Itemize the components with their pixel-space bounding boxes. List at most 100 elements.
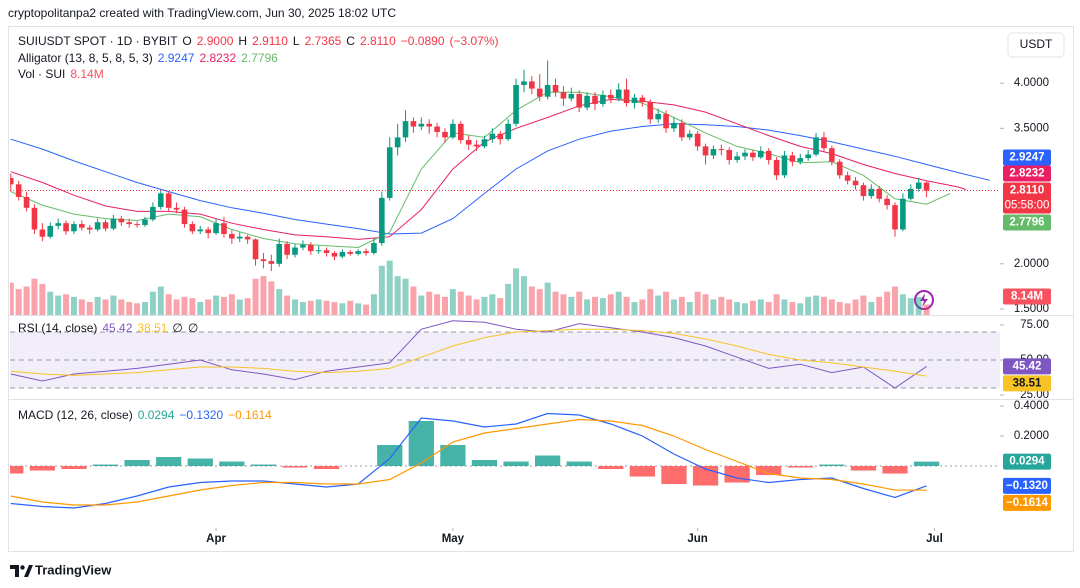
candle-body bbox=[165, 193, 172, 208]
legend-title: SUIUSDT SPOT · 1D · BYBIT bbox=[18, 34, 178, 48]
volume-bar bbox=[236, 299, 243, 315]
currency-label[interactable]: USDT bbox=[1020, 37, 1053, 51]
candle-body bbox=[86, 227, 93, 230]
candle-body bbox=[410, 121, 417, 127]
volume-bar bbox=[781, 299, 788, 315]
candle-body bbox=[836, 161, 843, 176]
volume-bar bbox=[852, 299, 859, 315]
volume-bar bbox=[31, 278, 38, 315]
alligator-badge bbox=[1003, 214, 1051, 231]
volume-bar bbox=[544, 282, 551, 315]
x-tick-label: Jun bbox=[687, 533, 707, 545]
candle-body bbox=[110, 218, 117, 229]
volume-bar bbox=[39, 283, 46, 315]
volume-bar bbox=[797, 303, 804, 315]
volume-bar bbox=[686, 302, 693, 315]
volume-bar bbox=[749, 300, 756, 315]
alligator-badge bbox=[1003, 149, 1051, 166]
volume-bar bbox=[78, 299, 85, 315]
macd-line bbox=[10, 412, 927, 509]
legend-change-percent: (−3.07%) bbox=[450, 34, 499, 48]
candle-body bbox=[718, 149, 725, 151]
macd-histogram-bar bbox=[819, 464, 845, 467]
candle-body bbox=[205, 229, 211, 234]
volume-bar bbox=[813, 295, 820, 315]
volume-bar bbox=[402, 278, 409, 315]
rsi-badge-label: 38.51 bbox=[1013, 377, 1042, 389]
currency-button[interactable] bbox=[1007, 32, 1065, 58]
candle-body bbox=[181, 209, 188, 225]
volume-bar bbox=[820, 296, 827, 315]
candle-body bbox=[363, 251, 369, 253]
candle-body bbox=[821, 137, 827, 149]
macd-histogram-bar bbox=[29, 466, 55, 471]
candle-body bbox=[402, 121, 409, 138]
volume-bar bbox=[757, 299, 764, 315]
volume-bar bbox=[323, 300, 330, 315]
candle-body bbox=[552, 84, 559, 93]
candle-body bbox=[71, 224, 77, 232]
volume-bar bbox=[102, 299, 109, 315]
candle-body bbox=[829, 148, 835, 162]
volume-bar bbox=[442, 296, 448, 315]
candle-body bbox=[631, 97, 638, 104]
volume-bar bbox=[181, 296, 188, 315]
volume-bar bbox=[449, 289, 456, 315]
volume-bar bbox=[134, 303, 141, 315]
y-tick-label: 2.0000 bbox=[1014, 258, 1049, 270]
legend-value: 2.8232 bbox=[199, 51, 236, 65]
macd-pane bbox=[10, 412, 940, 509]
candle-body bbox=[584, 95, 590, 108]
candle-body bbox=[457, 123, 464, 141]
candle-body bbox=[726, 150, 733, 160]
candle-body bbox=[134, 224, 140, 226]
candle-body bbox=[213, 223, 219, 234]
volume-bar bbox=[244, 298, 251, 315]
volume-bar bbox=[370, 294, 377, 315]
volume-bar bbox=[307, 300, 314, 315]
volume-bar bbox=[157, 286, 164, 315]
legend-title: RSI (14, close) bbox=[18, 321, 97, 335]
volume-bar bbox=[773, 294, 780, 315]
macd-histogram-bar bbox=[756, 466, 782, 476]
macd-histogram-bar bbox=[92, 464, 119, 467]
candle-body bbox=[923, 182, 930, 191]
candle-body bbox=[505, 123, 511, 140]
volume-bar bbox=[899, 294, 906, 315]
candle-body bbox=[434, 126, 440, 132]
volume-bar bbox=[481, 296, 488, 315]
volume-bar bbox=[702, 294, 709, 315]
candle-body bbox=[892, 205, 898, 230]
volume-bar bbox=[331, 302, 338, 315]
volume-bar bbox=[149, 291, 156, 315]
candle-body bbox=[805, 154, 811, 159]
macd-histogram-bar bbox=[408, 421, 434, 467]
macd-histogram-bar bbox=[471, 460, 498, 467]
volume-bar bbox=[828, 299, 835, 315]
volume-bar bbox=[615, 291, 622, 315]
candle-body bbox=[702, 146, 709, 156]
macd-histogram-bar bbox=[313, 466, 340, 470]
volume-bar bbox=[647, 289, 654, 315]
legend: SUIUSDT SPOT · 1D · BYBIT O 2.9000 H 2.9110 L… bbox=[18, 34, 499, 48]
volume-bar bbox=[639, 299, 646, 315]
legend-value: 2.7365 bbox=[305, 34, 342, 48]
volume-bar bbox=[489, 294, 496, 315]
candle-body bbox=[813, 137, 819, 155]
y-tick-label: 25.00 bbox=[1020, 389, 1049, 401]
volume-bar bbox=[584, 299, 591, 315]
x-tick-label: May bbox=[442, 533, 465, 545]
rsi-line bbox=[10, 328, 927, 377]
candle-body bbox=[426, 123, 433, 127]
volume-bar bbox=[631, 302, 638, 315]
macd-histogram-bar bbox=[661, 466, 687, 485]
candle-body bbox=[473, 144, 480, 147]
volume-bar bbox=[710, 299, 717, 315]
macd-histogram-bar bbox=[882, 466, 908, 474]
rsi-line bbox=[10, 320, 927, 389]
candle-body bbox=[55, 223, 61, 226]
volume-bar bbox=[528, 286, 535, 315]
rsi-badge-label: 45.42 bbox=[1013, 360, 1042, 372]
candle-body bbox=[331, 252, 338, 257]
candle-body bbox=[781, 155, 788, 176]
